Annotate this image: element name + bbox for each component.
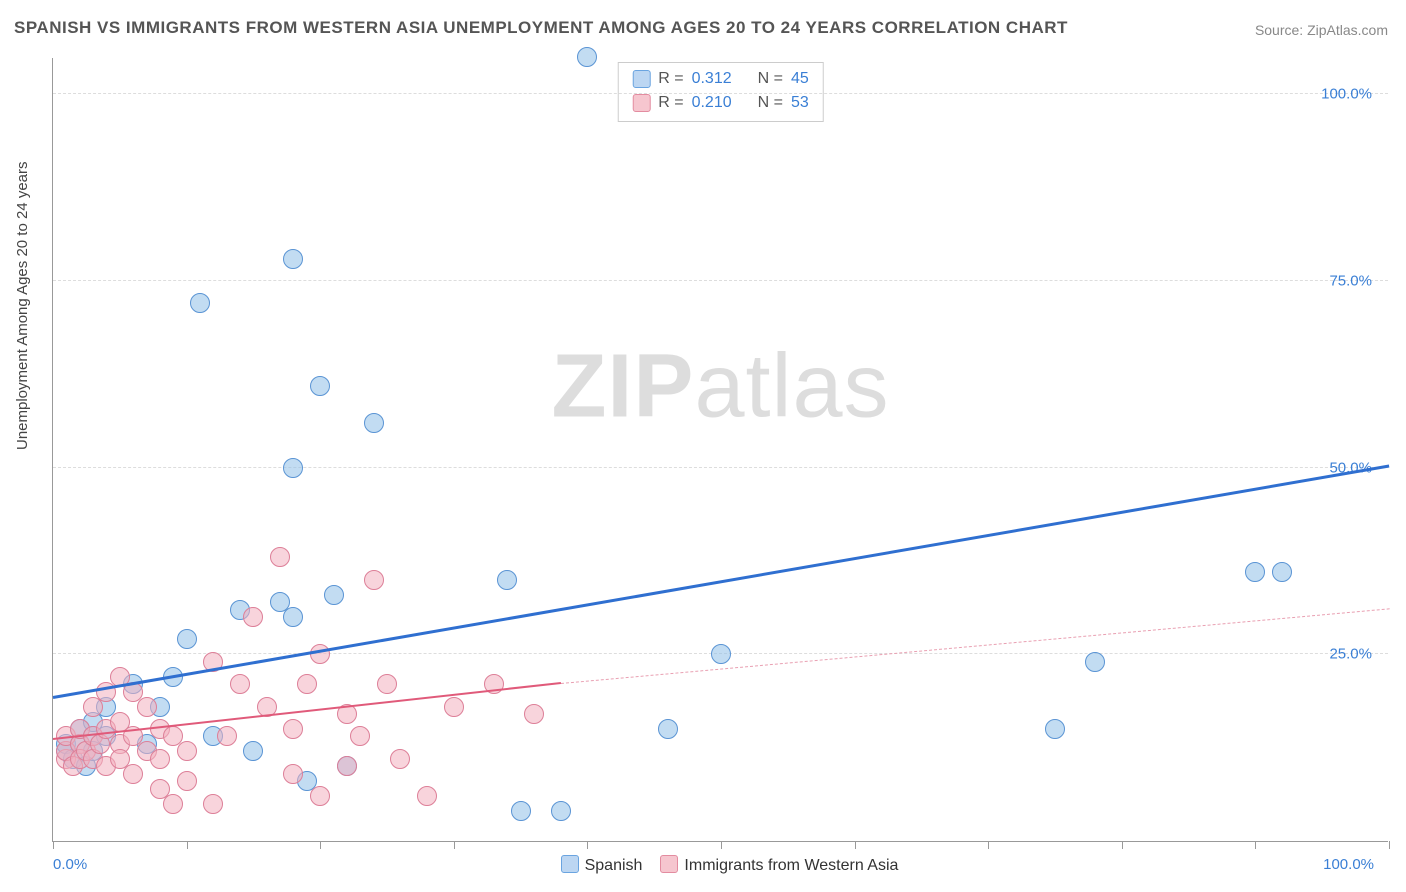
data-point [511, 801, 531, 821]
x-tick [454, 841, 455, 849]
x-tick [988, 841, 989, 849]
r-label: R = [658, 67, 683, 91]
data-point [177, 741, 197, 761]
data-point [283, 607, 303, 627]
data-point [270, 547, 290, 567]
data-point [551, 801, 571, 821]
y-tick-label: 25.0% [1329, 646, 1372, 663]
data-point [711, 644, 731, 664]
x-tick [721, 841, 722, 849]
data-point [190, 293, 210, 313]
x-tick [1122, 841, 1123, 849]
data-point [350, 726, 370, 746]
watermark-bold: ZIP [551, 336, 694, 436]
data-point [203, 794, 223, 814]
data-point [150, 749, 170, 769]
data-point [283, 249, 303, 269]
data-point [217, 726, 237, 746]
source-attribution: Source: ZipAtlas.com [1255, 22, 1388, 38]
r-value: 0.210 [692, 91, 732, 115]
n-value: 45 [791, 67, 809, 91]
legend-stat-row: R = 0.210 N = 53 [632, 91, 809, 115]
data-point [177, 771, 197, 791]
legend-stats-box: R = 0.312 N = 45 R = 0.210 N = 53 [617, 62, 824, 122]
data-point [243, 607, 263, 627]
n-value: 53 [791, 91, 809, 115]
x-tick [1389, 841, 1390, 849]
data-point [658, 719, 678, 739]
gridline [53, 93, 1388, 94]
data-point [390, 749, 410, 769]
gridline [53, 280, 1388, 281]
x-tick [187, 841, 188, 849]
n-label: N = [758, 91, 783, 115]
data-point [444, 697, 464, 717]
x-tick [1255, 841, 1256, 849]
watermark-light: atlas [694, 336, 889, 436]
data-point [283, 458, 303, 478]
legend-series: Spanish Immigrants from Western Asia [53, 855, 1388, 875]
data-point [417, 786, 437, 806]
data-point [364, 570, 384, 590]
data-point [297, 674, 317, 694]
data-point [137, 697, 157, 717]
y-tick-label: 75.0% [1329, 273, 1372, 290]
data-point [524, 704, 544, 724]
n-label: N = [758, 67, 783, 91]
data-point [123, 764, 143, 784]
data-point [243, 741, 263, 761]
r-value: 0.312 [692, 67, 732, 91]
legend-swatch [632, 94, 650, 112]
legend-label: Spanish [585, 857, 643, 874]
data-point [283, 764, 303, 784]
legend-swatch [660, 855, 678, 873]
x-max-label: 100.0% [1323, 856, 1374, 873]
data-point [177, 629, 197, 649]
data-point [1245, 562, 1265, 582]
x-min-label: 0.0% [53, 856, 87, 873]
r-label: R = [658, 91, 683, 115]
legend-swatch [632, 70, 650, 88]
legend-swatch [561, 855, 579, 873]
legend-stat-row: R = 0.312 N = 45 [632, 67, 809, 91]
data-point [577, 47, 597, 67]
data-point [337, 756, 357, 776]
plot-area: ZIPatlas R =0.312N =45R =0.210N =53 Span… [52, 58, 1388, 842]
chart-title: SPANISH VS IMMIGRANTS FROM WESTERN ASIA … [14, 18, 1068, 38]
data-point [324, 585, 344, 605]
gridline [53, 467, 1388, 468]
data-point [1045, 719, 1065, 739]
x-tick [855, 841, 856, 849]
data-point [310, 786, 330, 806]
y-tick-label: 100.0% [1321, 86, 1372, 103]
data-point [310, 376, 330, 396]
y-axis-label: Unemployment Among Ages 20 to 24 years [14, 161, 31, 450]
x-tick [53, 841, 54, 849]
data-point [163, 794, 183, 814]
data-point [230, 674, 250, 694]
data-point [1085, 652, 1105, 672]
data-point [364, 413, 384, 433]
data-point [497, 570, 517, 590]
watermark: ZIPatlas [551, 335, 889, 438]
trend-line [561, 609, 1389, 685]
legend-label: Immigrants from Western Asia [684, 857, 898, 874]
x-tick [320, 841, 321, 849]
data-point [377, 674, 397, 694]
data-point [283, 719, 303, 739]
x-tick [587, 841, 588, 849]
data-point [1272, 562, 1292, 582]
